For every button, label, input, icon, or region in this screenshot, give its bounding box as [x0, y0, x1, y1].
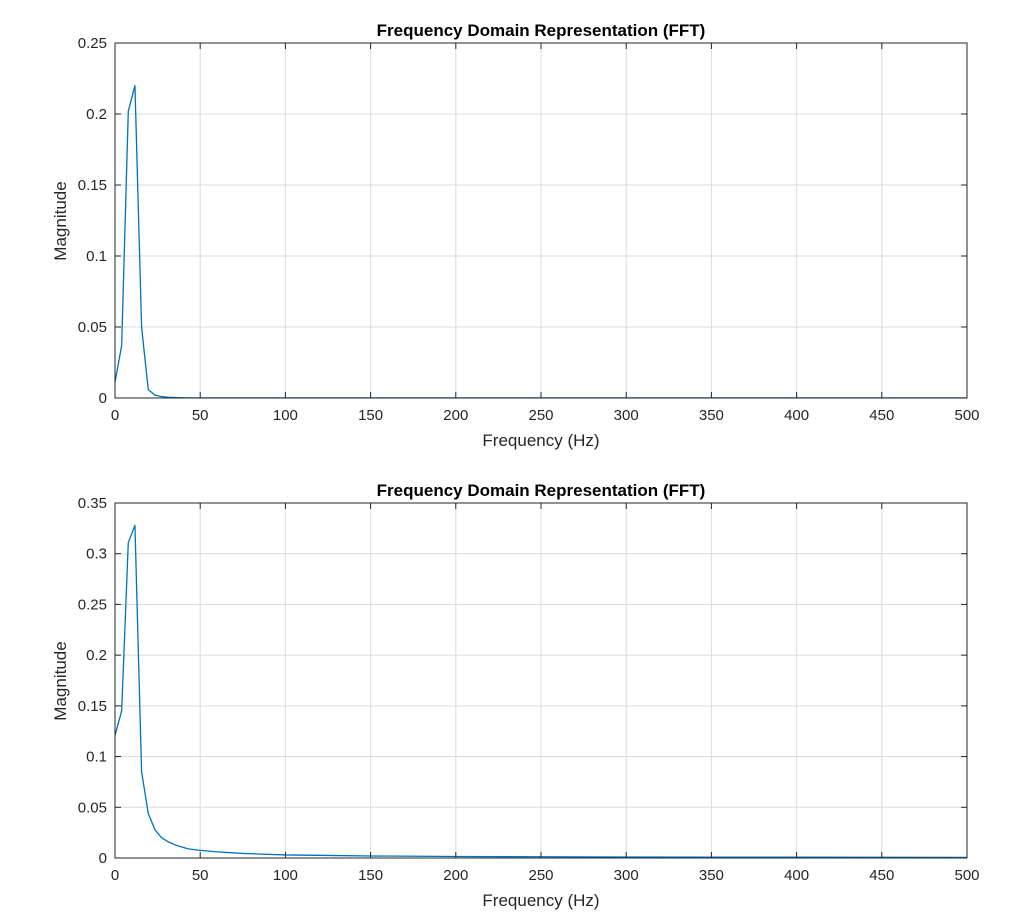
x-tick-label: 0	[111, 407, 119, 424]
x-tick-label: 400	[784, 867, 809, 884]
fft-plot-bottom: Frequency Domain Representation (FFT) Fr…	[51, 481, 980, 910]
y-tick-label: 0.15	[78, 698, 107, 715]
y-tick-label: 0.1	[86, 749, 107, 766]
x-tick-label: 300	[614, 867, 639, 884]
y-tick-label: 0.25	[78, 35, 107, 52]
y-tick-label: 0.15	[78, 177, 107, 194]
x-tick-label: 50	[192, 407, 209, 424]
x-tick-label: 350	[699, 407, 724, 424]
grid	[114, 42, 968, 399]
x-tick-label: 450	[869, 407, 894, 424]
x-tick-label: 500	[954, 407, 979, 424]
y-axis-label: Magnitude	[51, 181, 70, 260]
y-tick-label: 0.05	[78, 799, 107, 816]
x-axis-label: Frequency (Hz)	[482, 891, 599, 910]
chart-title: Frequency Domain Representation (FFT)	[377, 21, 706, 40]
x-tick-label: 300	[614, 407, 639, 424]
y-tick-label: 0	[99, 390, 107, 407]
x-tick-label: 150	[358, 867, 383, 884]
x-tick-label: 250	[528, 867, 553, 884]
y-tick-label: 0.1	[86, 248, 107, 265]
y-axis-label: Magnitude	[51, 641, 70, 720]
chart-title: Frequency Domain Representation (FFT)	[377, 481, 706, 500]
x-tick-label: 200	[443, 867, 468, 884]
x-tick-label: 200	[443, 407, 468, 424]
grid	[114, 502, 968, 859]
y-tick-label: 0.05	[78, 319, 107, 336]
x-tick-label: 150	[358, 407, 383, 424]
x-tick-label: 50	[192, 867, 209, 884]
x-tick-label: 250	[528, 407, 553, 424]
x-tick-label: 400	[784, 407, 809, 424]
x-axis-label: Frequency (Hz)	[482, 431, 599, 450]
y-tick-label: 0.25	[78, 596, 107, 613]
x-tick-label: 450	[869, 867, 894, 884]
y-tick-label: 0.3	[86, 546, 107, 563]
y-tick-label: 0	[99, 850, 107, 867]
y-tick-label: 0.2	[86, 106, 107, 123]
x-tick-label: 0	[111, 867, 119, 884]
x-tick-label: 350	[699, 867, 724, 884]
y-tick-label: 0.35	[78, 495, 107, 512]
x-tick-label: 100	[273, 407, 298, 424]
fft-plot-top: Frequency Domain Representation (FFT) Fr…	[51, 21, 980, 450]
x-tick-label: 100	[273, 867, 298, 884]
x-tick-label: 500	[954, 867, 979, 884]
y-tick-label: 0.2	[86, 647, 107, 664]
